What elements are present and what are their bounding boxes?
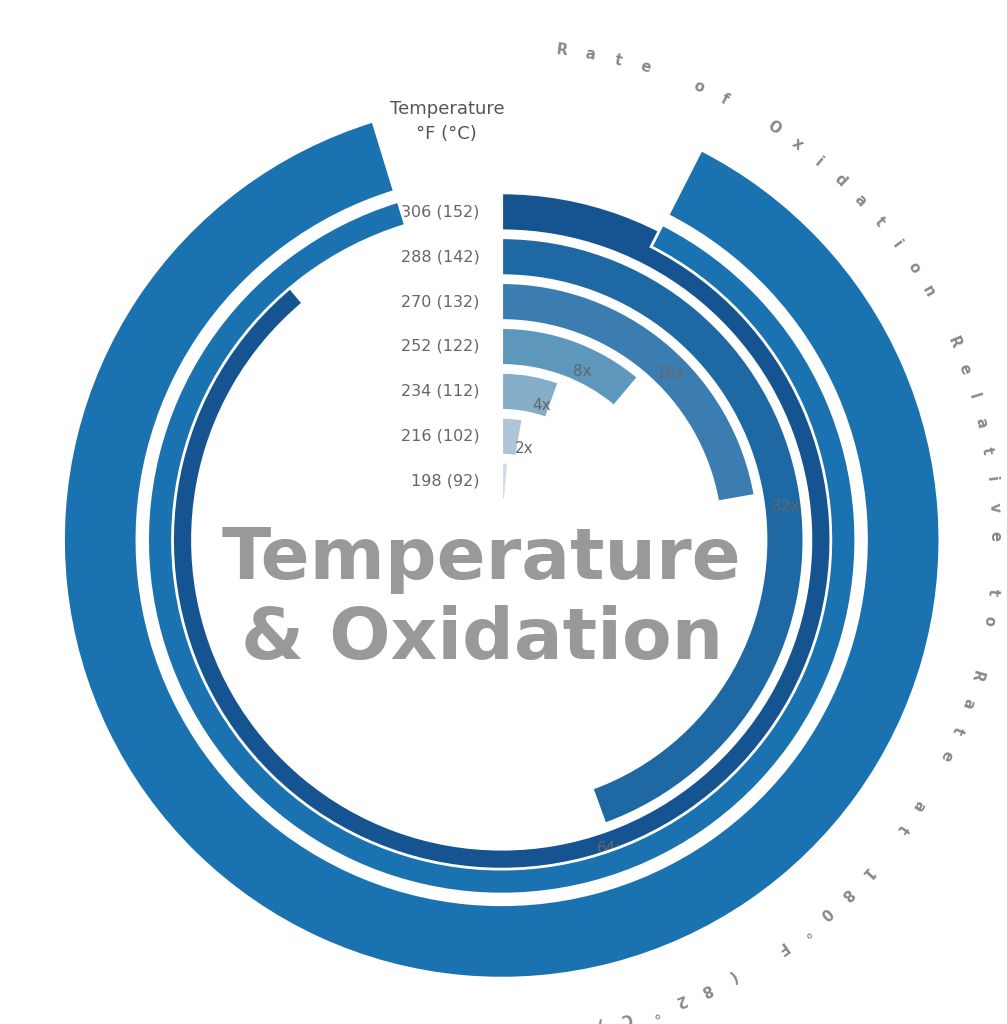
Text: e: e <box>956 361 974 376</box>
Text: n: n <box>919 284 938 300</box>
Text: x: x <box>788 135 805 153</box>
Text: e: e <box>638 59 653 76</box>
Text: 288 (142): 288 (142) <box>401 249 479 264</box>
Text: 270 (132): 270 (132) <box>402 294 479 309</box>
Text: 2: 2 <box>673 991 688 1009</box>
Text: R: R <box>968 669 985 684</box>
Text: t: t <box>979 446 995 456</box>
Text: i: i <box>984 475 999 482</box>
Text: °: ° <box>648 1001 660 1018</box>
Text: v: v <box>987 502 1002 512</box>
Text: (: ( <box>725 969 738 985</box>
Text: °: ° <box>797 923 811 939</box>
Text: 234 (112): 234 (112) <box>401 384 479 399</box>
Text: o: o <box>691 79 706 96</box>
Wedge shape <box>501 328 638 407</box>
Text: a: a <box>909 797 927 813</box>
Text: l: l <box>966 391 982 400</box>
Text: R: R <box>945 334 964 350</box>
Wedge shape <box>501 373 559 418</box>
Wedge shape <box>155 193 849 887</box>
Text: Temperature
& Oxidation: Temperature & Oxidation <box>222 525 741 674</box>
Text: e: e <box>937 748 955 764</box>
Wedge shape <box>501 418 523 457</box>
Text: R: R <box>555 42 568 58</box>
Text: 252 (122): 252 (122) <box>401 339 479 354</box>
Text: t: t <box>871 214 887 229</box>
Text: d: d <box>832 172 849 189</box>
Text: t: t <box>950 724 966 736</box>
Text: a: a <box>584 46 596 62</box>
Text: 0: 0 <box>817 903 835 922</box>
Text: O: O <box>764 118 782 137</box>
Text: F: F <box>772 938 789 956</box>
Text: t: t <box>985 588 1000 597</box>
Text: f: f <box>718 91 730 108</box>
Text: i: i <box>813 155 826 169</box>
Wedge shape <box>62 120 941 979</box>
Text: 16x: 16x <box>657 367 685 381</box>
Text: 1: 1 <box>857 864 875 882</box>
Wedge shape <box>501 462 509 501</box>
Text: 4x: 4x <box>533 398 551 414</box>
Text: 8: 8 <box>699 980 714 998</box>
Text: 198 (92): 198 (92) <box>411 474 479 488</box>
Text: o: o <box>981 614 997 627</box>
Text: i: i <box>889 238 904 251</box>
Text: 8x: 8x <box>573 365 592 380</box>
Text: C: C <box>619 1010 633 1024</box>
Text: t: t <box>894 821 910 836</box>
Text: a: a <box>973 417 990 430</box>
Text: e: e <box>988 530 1003 541</box>
Text: a: a <box>852 193 869 210</box>
Text: t: t <box>612 52 623 69</box>
Text: 216 (102): 216 (102) <box>401 429 479 443</box>
Text: 8: 8 <box>838 885 855 902</box>
Text: a: a <box>959 696 977 711</box>
Wedge shape <box>148 202 856 894</box>
Wedge shape <box>501 283 755 502</box>
Text: Temperature: Temperature <box>390 100 505 118</box>
Text: °F (°C): °F (°C) <box>417 125 477 143</box>
Text: 306 (152): 306 (152) <box>402 205 479 219</box>
Text: 64x: 64x <box>597 841 625 856</box>
Wedge shape <box>501 238 804 824</box>
Text: 128x: 128x <box>205 265 244 280</box>
Text: 2x: 2x <box>515 440 534 456</box>
Text: o: o <box>904 259 922 275</box>
Text: ): ) <box>594 1016 603 1024</box>
Text: 32x: 32x <box>772 500 801 514</box>
